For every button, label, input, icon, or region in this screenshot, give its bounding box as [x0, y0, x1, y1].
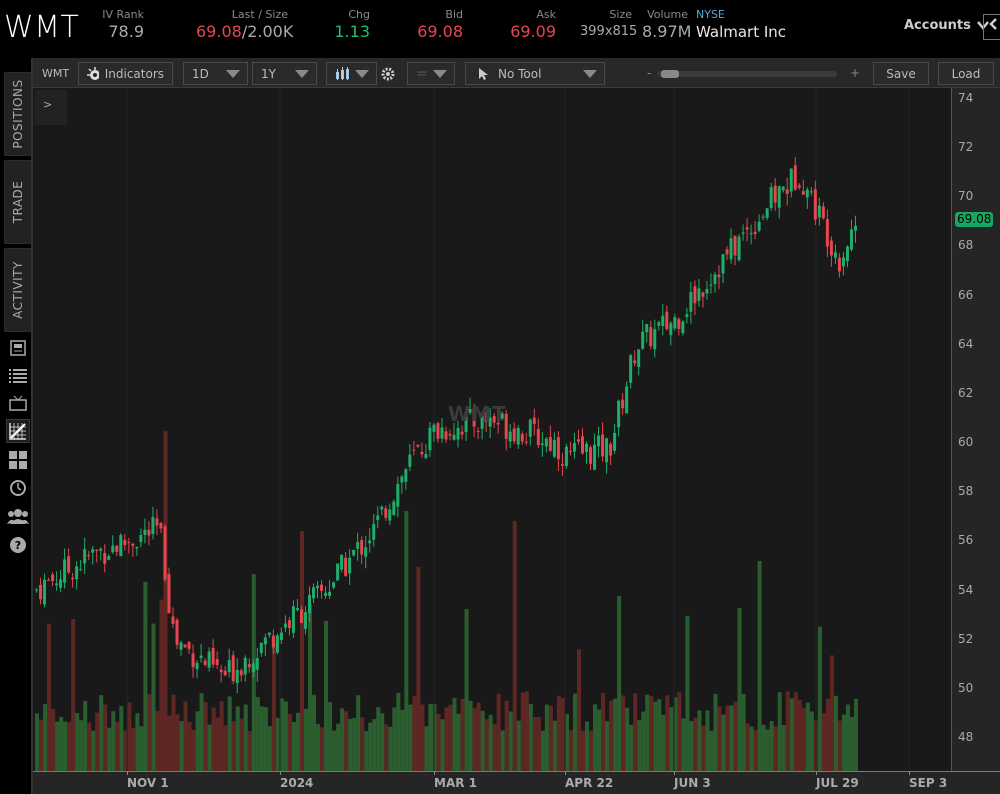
price-tick: 66	[958, 287, 974, 302]
community-icon[interactable]	[6, 504, 30, 528]
history-icon[interactable]	[6, 476, 30, 500]
ask: Ask 69.09	[510, 8, 556, 41]
volume: Volume 8.97M	[642, 8, 692, 41]
toolbar-symbol: WMT	[42, 67, 70, 80]
price-tick: 64	[958, 336, 974, 351]
equals-icon: =	[416, 65, 428, 82]
load-button[interactable]: Load	[938, 62, 994, 85]
exchange-label: NYSE	[696, 8, 725, 21]
time-tick: MAR 1	[434, 771, 477, 790]
collapse-panel-button[interactable]	[983, 14, 1000, 40]
tv-icon[interactable]	[6, 391, 30, 415]
price-tick: 72	[958, 140, 974, 155]
help-icon[interactable]: ?	[6, 533, 30, 557]
quote-header: WMT IV Rank 78.9 Last / Size 69.08/2.00K…	[0, 0, 1000, 58]
drawing-style-select[interactable]: =	[407, 62, 455, 85]
symbol-title: WMT	[4, 10, 80, 45]
interval-select[interactable]: 1D	[183, 62, 248, 85]
save-button[interactable]: Save	[873, 62, 929, 85]
caret-down-icon	[583, 70, 597, 78]
drawing-tool-select[interactable]: No Tool	[465, 62, 605, 85]
range-select[interactable]: 1Y	[252, 62, 317, 85]
time-tick: APR 22	[565, 771, 614, 790]
time-tick: JUN 3	[674, 771, 711, 790]
chart-watermark: WMT	[448, 402, 507, 426]
chart-toolbar: WMT Indicators 1D 1Y = No Tool - + Save …	[33, 58, 1000, 88]
expand-panel-button[interactable]: >	[35, 90, 67, 125]
chart-settings-button[interactable]	[381, 66, 395, 85]
caret-down-icon	[433, 70, 447, 78]
chevron-left-icon	[989, 18, 997, 30]
zoom-in-button[interactable]: +	[850, 66, 861, 80]
svg-text:?: ?	[15, 539, 21, 552]
price-tick: 58	[958, 484, 974, 499]
zoom-slider[interactable]	[657, 70, 837, 78]
bid: Bid 69.08	[417, 8, 463, 41]
time-tick: NOV 1	[127, 771, 169, 790]
price-tick: 68	[958, 238, 974, 253]
price-tick: 50	[958, 680, 974, 695]
cursor-icon	[479, 67, 488, 80]
left-rail: POSITIONS TRADE ACTIVITY ?	[0, 58, 33, 794]
tab-activity[interactable]: ACTIVITY	[4, 248, 32, 332]
time-tick: 2024	[280, 771, 314, 790]
candlestick-plot	[35, 88, 910, 771]
time-tick: SEP 3	[909, 771, 948, 790]
time-tick: JUL 29	[816, 771, 859, 790]
price-tick: 48	[958, 730, 974, 744]
rail-divider	[31, 58, 33, 794]
price-tick: 52	[958, 631, 974, 646]
time-axis[interactable]: NOV 1 2024 MAR 1 APR 22 JUN 3 JUL 29 SEP 3	[33, 771, 1000, 794]
chevron-down-icon	[976, 21, 989, 30]
price-axis[interactable]: 69.08 74 72 70 68 66 64 62 60 58 56 54 52 50 48	[951, 88, 1000, 771]
tab-positions[interactable]: POSITIONS	[4, 72, 32, 156]
gear-icon	[381, 67, 395, 81]
last-size: Last / Size 69.08/2.00K	[196, 8, 294, 41]
price-tick: 62	[958, 385, 974, 400]
candlestick-icon	[336, 66, 349, 80]
caret-down-icon	[295, 70, 309, 78]
company-name: Walmart Inc	[696, 23, 787, 41]
iv-rank: IV Rank 78.9	[102, 8, 144, 41]
zoom-slider-thumb[interactable]	[661, 70, 679, 78]
chart-icon[interactable]	[6, 419, 30, 443]
price-tick: 54	[958, 582, 974, 597]
price-chart[interactable]	[33, 88, 951, 771]
size: Size 399x815	[580, 8, 638, 39]
indicators-icon	[87, 66, 99, 80]
caret-down-icon	[355, 70, 369, 78]
zoom-out-button[interactable]: -	[647, 66, 652, 80]
indicators-button[interactable]: Indicators	[78, 62, 173, 85]
price-tick: 56	[958, 533, 974, 548]
chart-type-select[interactable]	[326, 62, 377, 85]
news-icon[interactable]	[6, 336, 30, 360]
caret-down-icon	[226, 70, 240, 78]
current-price-tag: 69.08	[955, 211, 994, 227]
price-tick: 70	[958, 189, 974, 204]
grid-icon[interactable]	[6, 448, 30, 472]
accounts-dropdown[interactable]: Accounts	[904, 18, 989, 33]
list-icon[interactable]	[6, 364, 30, 388]
price-tick: 74	[958, 91, 974, 105]
price-tick: 60	[958, 435, 974, 450]
tab-trade[interactable]: TRADE	[4, 160, 32, 244]
change: Chg 1.13	[334, 8, 370, 41]
